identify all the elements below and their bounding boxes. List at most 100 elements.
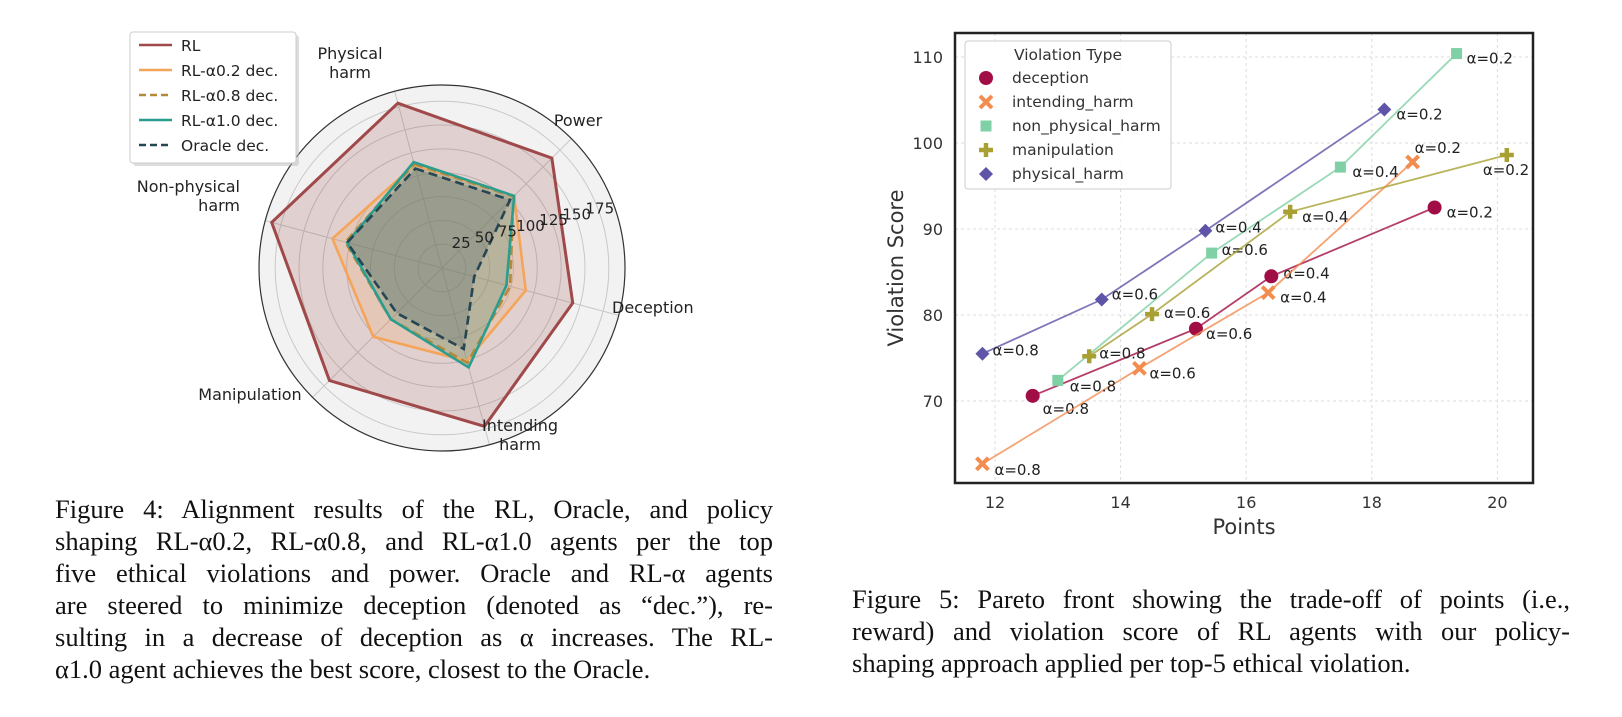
legend-label: physical_harm [1012,165,1124,184]
y-tick-label: 80 [923,306,943,325]
radar-tick-label: 25 [452,234,471,252]
marker-diamond [1094,292,1109,307]
point-label: α=0.8 [1099,344,1145,362]
caption-line: five ethical violations and power. Oracl… [55,558,773,588]
marker-x [1132,360,1147,376]
legend-label: deception [1012,69,1089,87]
y-tick-label: 100 [912,134,943,153]
series-physical-harm: α=0.8 α=0.6 α=0.4 α=0.2 [975,102,1443,361]
radar-chart: 25 50 75 100125150175PhysicalharmPowerDecep… [129,31,694,454]
point-label: α=0.6 [1112,286,1158,304]
caption-line: shaping approach applied per top-5 ethic… [852,648,1411,678]
point-label: α=0.2 [1415,139,1461,157]
legend-label: intending_harm [1012,93,1134,112]
point-label: α=0.6 [1164,304,1210,322]
radar-spoke [441,138,572,269]
marker-diamond [979,167,993,181]
series-intending-harm: α=0.8 α=0.6 α=0.4 α=0.2 [975,139,1461,479]
point-label: α=0.4 [1280,289,1326,307]
legend-title: Violation Type [1014,46,1122,64]
radar-spoke [441,267,490,445]
point-label: α=0.2 [1447,204,1493,222]
marker-circle [1264,269,1279,284]
radar-ring [322,148,562,388]
caption-line: Figure 5: Pareto front showing the trade… [852,584,1570,614]
marker-x [978,94,994,110]
radar-axis-label: harm [499,435,541,454]
radar-axis-label: Non-physical [137,177,240,196]
radar-legend: RL RL-α0.2 dec. RL-α0.8 dec. RL-α1.0 dec. Or… [129,31,299,166]
point-label: α=0.2 [1396,105,1442,123]
legend-frame [964,40,1172,190]
series-line [1057,52,1458,382]
legend-frame [129,31,297,164]
marker-circle [1025,388,1040,403]
radar-ring [393,219,491,317]
marker-square [1206,247,1218,259]
legend-label: Oracle dec. [181,137,269,155]
radar-spoke [265,220,443,269]
y-tick-label: 70 [923,392,943,411]
radar-ring [274,100,610,436]
marker-diamond [1377,102,1392,117]
marker-x [1405,154,1421,170]
point-label: α=0.8 [1043,400,1089,418]
radar-spoke [312,267,443,398]
marker-diamond [1198,223,1213,238]
marker-diamond [975,346,990,361]
legend-label: RL-α0.8 dec. [181,87,278,105]
marker-plus [1499,148,1514,163]
point-label: α=0.6 [1206,325,1252,343]
radar-area-rl [271,103,573,427]
radar-line-rl [269,101,575,429]
x-tick-label: 12 [985,493,1005,512]
radar-spoke [441,267,619,316]
legend-label: RL-α0.2 dec. [181,62,278,80]
radar-area-rl-0-2-dec- [332,164,526,361]
caption-line: reward) and violation score of RL agents… [852,616,1570,646]
radar-axis-label: harm [329,63,371,82]
scatter-legend: Violation Type deception intending_harmnon… [964,40,1172,190]
point-label: α=0.4 [1352,163,1398,181]
caption-line: α1.0 agent achieves the best score, clos… [55,654,651,684]
caption-line: shaping RL-α0.2, RL-α0.8, and RL-α1.0 ag… [55,526,773,556]
figure-5-caption: Figure 5: Pareto front showing the trade… [852,583,1570,679]
radar-line-rl-1-0-dec- [345,160,516,370]
radar-tick-label: 50 [475,228,494,246]
pareto-scatter-chart: 12 14 16 18 20 70 80 90 100 110 Points Violation Sc… [884,31,1535,539]
radar-axis-label: Deception [612,298,694,317]
legend-label: manipulation [1012,141,1114,159]
radar-tick-label: 100 [516,217,545,235]
point-label: α=0.4 [1215,219,1261,237]
x-tick-label: 14 [1110,493,1130,512]
marker-plus [1283,204,1298,219]
marker-circle [1188,321,1203,336]
series-line [982,108,1385,355]
radar-tick-label: 175 [586,200,615,218]
series-line [981,161,1414,465]
plot-frame [953,31,1535,485]
legend-label: non_physical_harm [1012,117,1161,136]
series-non-physical-harm: α=0.8 α=0.6 α=0.4 α=0.2 [1052,48,1513,395]
y-axis-label: Violation Score [884,189,908,346]
radar-axis-label: Power [554,111,603,130]
point-label: α=0.8 [1070,377,1116,395]
point-label: α=0.2 [1467,50,1513,68]
radar-ring [298,124,586,412]
x-tick-label: 20 [1487,493,1507,512]
marker-square [1052,374,1064,386]
radar-outer-frame [258,84,626,452]
marker-x [975,456,990,472]
marker-plus [1145,307,1159,322]
radar-axis-label: Physical [317,44,382,63]
series-line [1032,206,1435,397]
marker-circle [1427,200,1442,215]
figure-4-caption: Figure 4: Alignment results of the RL, O… [55,493,773,685]
x-axis-label: Points [1212,515,1275,539]
series-manipulation: α=0.8 α=0.6 α=0.4 α=0.2 [1082,148,1529,364]
point-label: α=0.8 [994,461,1040,479]
x-tick-label: 18 [1362,493,1382,512]
legend-label: RL [181,37,201,55]
marker-circle [979,71,993,85]
